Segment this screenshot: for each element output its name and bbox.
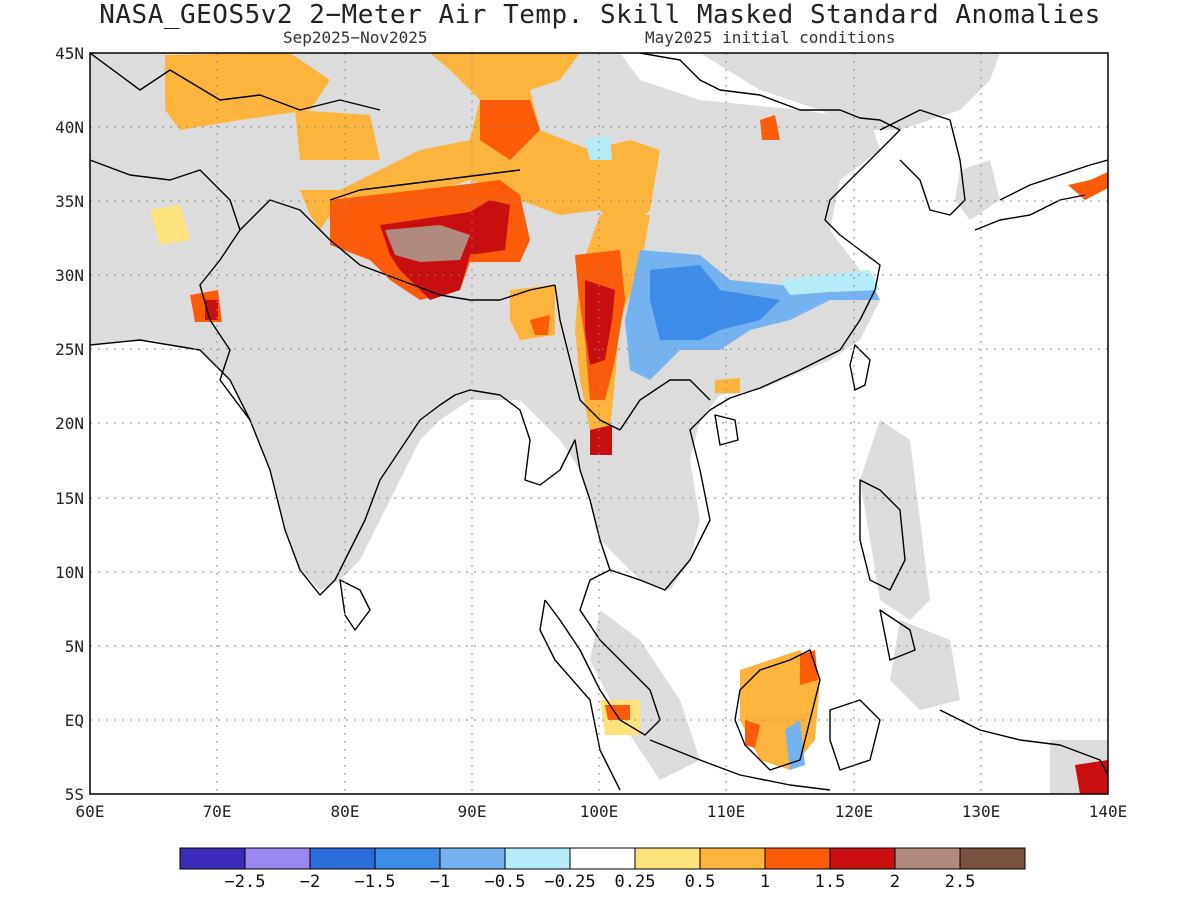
lat-tick-label: 5S (65, 785, 84, 804)
colorbar-label: −0.25 (544, 872, 595, 892)
colorbar-swatch (764, 847, 831, 870)
colorbar-label: −0.5 (485, 872, 526, 892)
colorbar: −2.5 −2 −1.5 −1 −0.5 −0.25 0.25 0.5 1 1.5 2 2.5 (179, 847, 1026, 892)
colorbar-label: 2 (890, 872, 900, 892)
lon-tick-label: 130E (962, 802, 1001, 821)
colorbar-swatch (959, 847, 1026, 870)
colorbar-swatch (244, 847, 311, 870)
colorbar-swatch (374, 847, 441, 870)
lat-tick-label: 35N (55, 192, 84, 211)
lat-tick-label: 30N (55, 266, 84, 285)
colorbar-swatch (699, 847, 766, 870)
colorbar-swatch (309, 847, 376, 870)
positive-anomalies (150, 53, 1108, 794)
colorbar-swatch (569, 847, 636, 870)
colorbar-swatches (179, 847, 1026, 870)
lon-tick-label: 100E (580, 802, 619, 821)
colorbar-label: 0.25 (615, 872, 656, 892)
lon-tick-label: 90E (458, 802, 487, 821)
colorbar-label: −2.5 (225, 872, 266, 892)
lat-tick-label: 5N (65, 637, 84, 656)
lat-tick-label: 15N (55, 489, 84, 508)
lon-tick-label: 70E (203, 802, 232, 821)
colorbar-swatch (829, 847, 896, 870)
colorbar-swatch (439, 847, 506, 870)
skill-mask (90, 53, 1108, 794)
colorbar-swatch (504, 847, 571, 870)
gridlines (90, 53, 1108, 794)
lat-tick-label: 25N (55, 340, 84, 359)
coastlines (90, 53, 1108, 791)
colorbar-label: 0.5 (685, 872, 716, 892)
colorbar-labels: −2.5 −2 −1.5 −1 −0.5 −0.25 0.25 0.5 1 1.5 2 2.5 (225, 872, 976, 892)
lat-tick-label: EQ (65, 711, 84, 730)
forecast-period: Sep2025−Nov2025 (283, 28, 428, 47)
colorbar-swatch (179, 847, 246, 870)
map-frame (89, 52, 1109, 795)
colorbar-label: 1.5 (815, 872, 846, 892)
lon-tick-label: 80E (331, 802, 360, 821)
lat-tick-label: 45N (55, 44, 84, 63)
lat-tick-label: 40N (55, 118, 84, 137)
lat-tick-label: 20N (55, 414, 84, 433)
anomaly-field (90, 53, 1108, 794)
lon-tick-label: 110E (707, 802, 746, 821)
lon-axis: 60E 70E 80E 90E 100E 110E 120E 130E 140E (76, 802, 1128, 821)
colorbar-label: −1.5 (355, 872, 396, 892)
colorbar-label: 1 (760, 872, 770, 892)
colorbar-swatch (634, 847, 701, 870)
lon-tick-label: 120E (835, 802, 874, 821)
lat-tick-label: 10N (55, 563, 84, 582)
colorbar-label: −2 (300, 872, 320, 892)
negative-anomalies (585, 135, 880, 770)
lon-tick-label: 60E (76, 802, 105, 821)
lon-tick-label: 140E (1089, 802, 1128, 821)
colorbar-label: −1 (430, 872, 450, 892)
map-title: NASA_GEOS5v2 2−Meter Air Temp. Skill Mas… (99, 0, 1101, 30)
lat-axis: 45N 40N 35N 30N 25N 20N 15N 10N 5N EQ 5S (55, 44, 84, 804)
colorbar-swatch (894, 847, 961, 870)
colorbar-label: 2.5 (945, 872, 976, 892)
initial-conditions: May2025 initial conditions (645, 28, 896, 47)
